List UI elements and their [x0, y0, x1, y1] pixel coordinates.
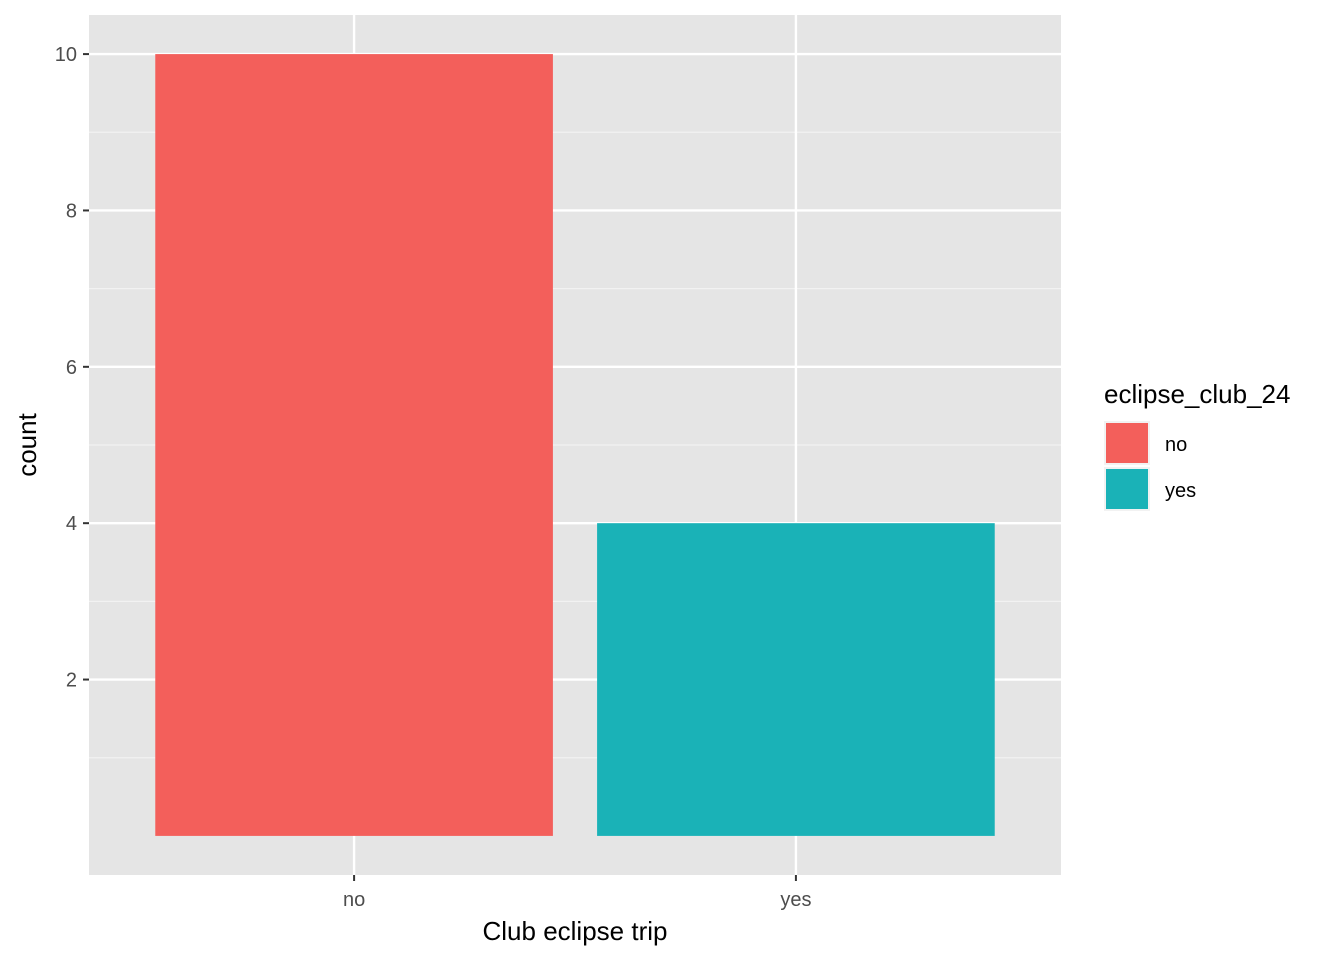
x-axis-title: Club eclipse trip: [483, 916, 668, 946]
y-tick-label-6: 6: [66, 357, 77, 379]
x-axis: no yes: [343, 875, 811, 911]
y-axis-title: count: [12, 412, 42, 476]
legend-swatch-yes: [1106, 469, 1148, 509]
legend-label-yes: yes: [1165, 480, 1196, 502]
bar-yes: [597, 523, 995, 836]
x-tick-label-no: no: [343, 889, 365, 911]
legend-swatch-no: [1106, 423, 1148, 463]
x-tick-label-yes: yes: [780, 889, 811, 911]
legend-label-no: no: [1165, 434, 1187, 456]
legend-title: eclipse_club_24: [1104, 379, 1290, 409]
y-axis: 2 4 6 8 10: [55, 44, 89, 692]
bars: [155, 54, 995, 836]
legend: eclipse_club_24 no yes: [1104, 379, 1290, 511]
y-tick-label-8: 8: [66, 200, 77, 222]
y-tick-label-2: 2: [66, 670, 77, 692]
y-tick-label-4: 4: [66, 513, 77, 535]
y-tick-label-10: 10: [55, 44, 77, 66]
bar-no: [155, 54, 553, 836]
